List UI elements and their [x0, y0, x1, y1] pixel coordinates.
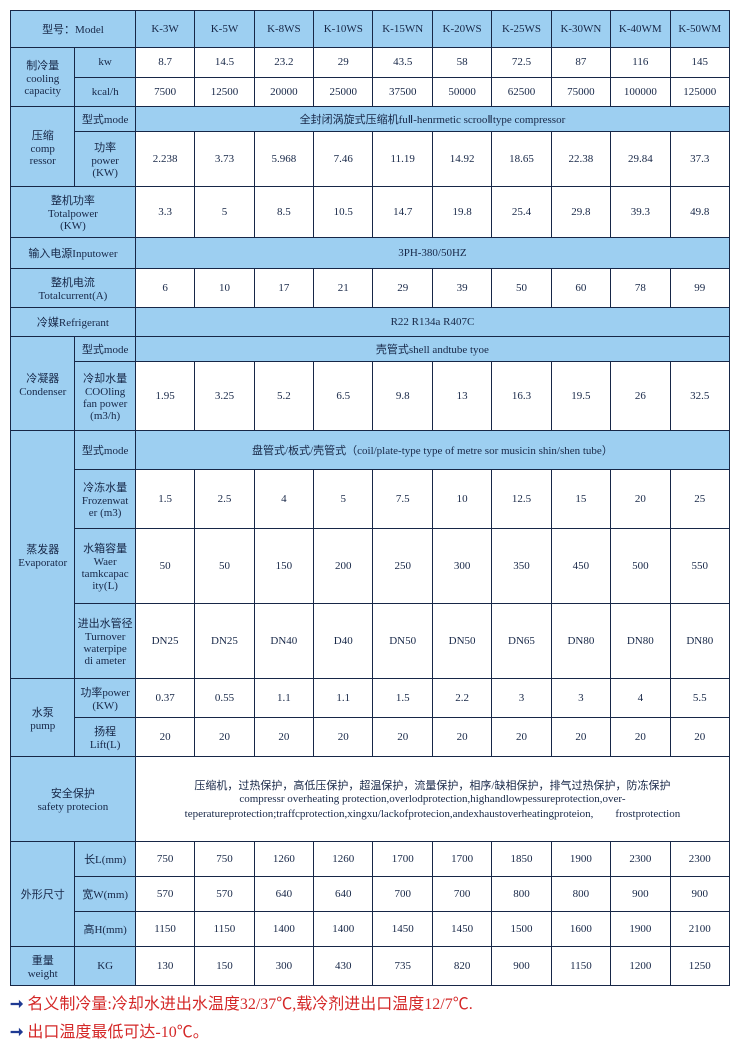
spec-table: 型号：ModelK-3WK-5WK-8WSK-10WSK-15WNK-20WSK… — [10, 10, 730, 986]
footer-note-1: ➞名义制冷量:冷却水进出水温度32/37℃,载冷剂进出口温度12/7℃. — [10, 990, 730, 1014]
footer-note-2: ➞出口温度最低可达-10℃。 — [10, 1018, 730, 1042]
arrow-icon: ➞ — [10, 994, 23, 1014]
arrow-icon: ➞ — [10, 1022, 23, 1042]
